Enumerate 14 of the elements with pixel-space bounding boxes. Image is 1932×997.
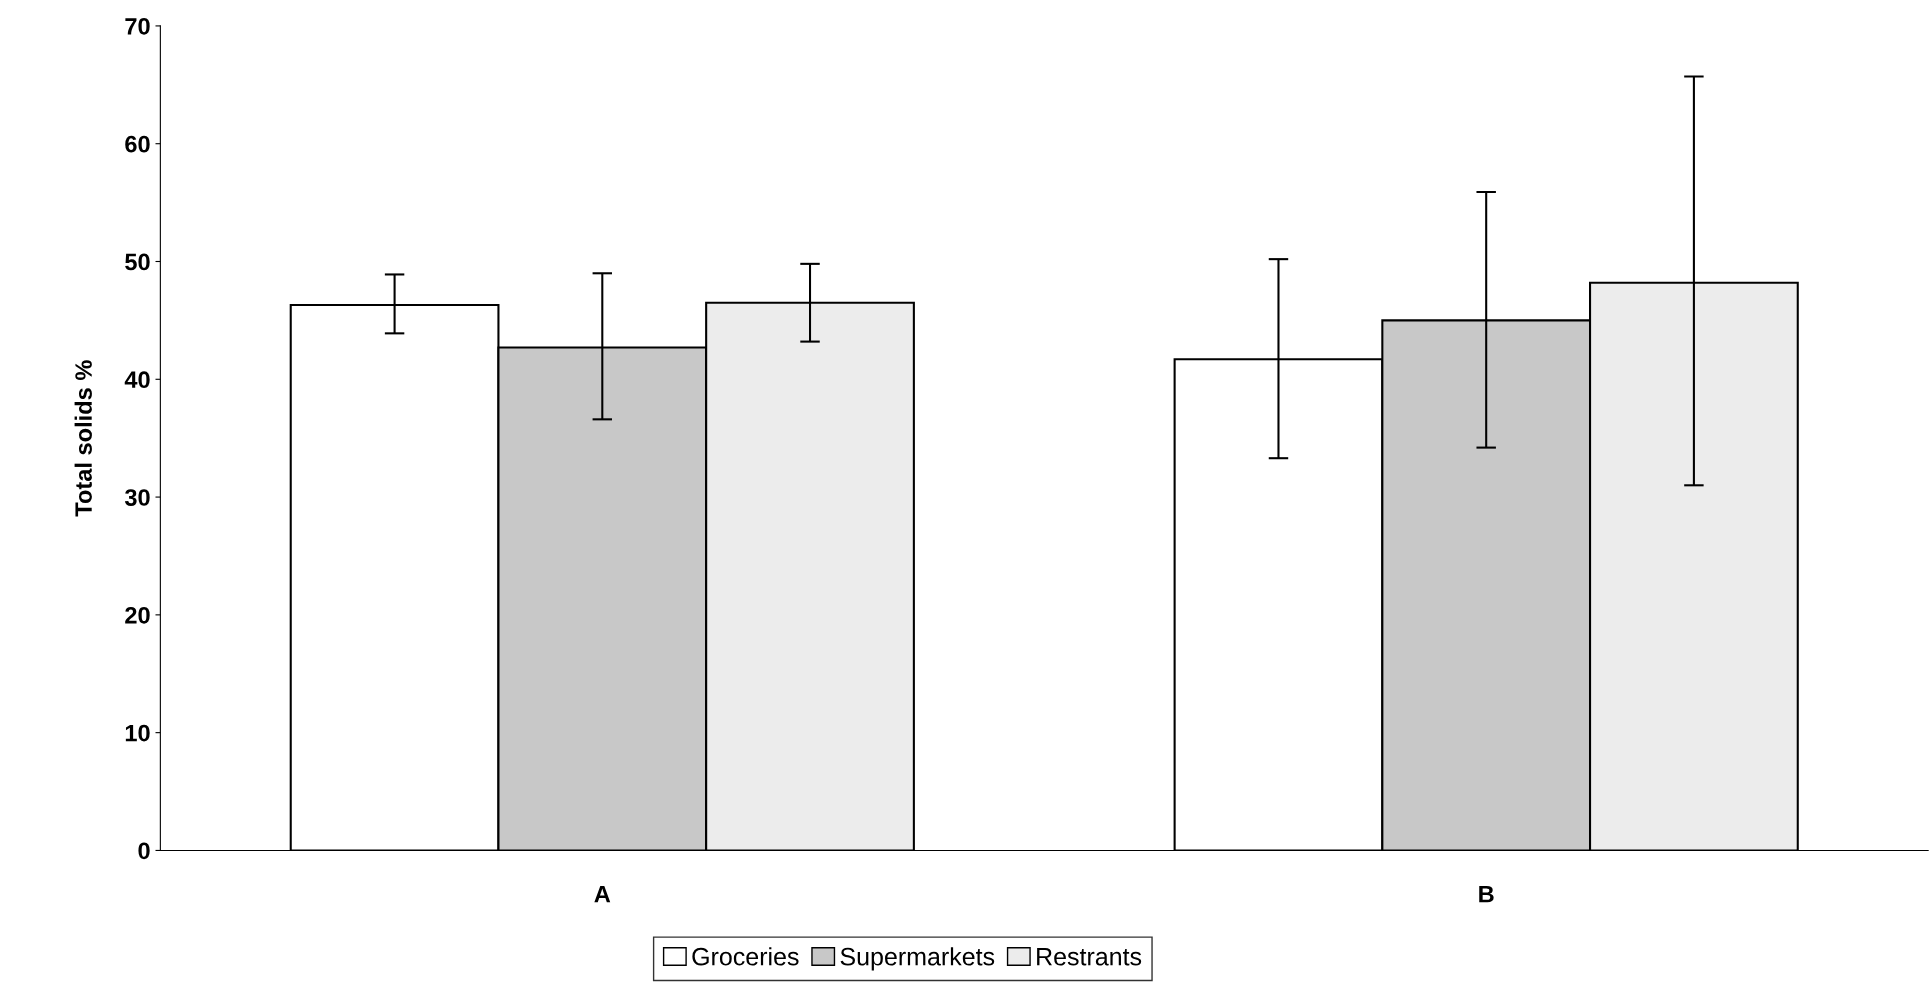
y-tick-label: 50 [125, 253, 150, 271]
y-tick-label: 0 [138, 842, 150, 860]
y-tick-label: 10 [125, 724, 150, 742]
y-tick-label: 40 [124, 371, 150, 389]
legend-label: Restrants [1037, 948, 1142, 966]
legend-label: Supermarkets [840, 947, 995, 971]
x-tick-label: B [1479, 886, 1494, 903]
y-tick-label: 60 [125, 135, 150, 153]
y-tick-label: 20 [125, 606, 150, 624]
x-tick-label: A [594, 886, 611, 903]
y-axis-title: Total solids % [74, 360, 92, 517]
y-tick-label: 70 [125, 17, 150, 35]
y-tick-label: 30 [124, 489, 150, 506]
legend-label: Groceries [692, 947, 799, 966]
